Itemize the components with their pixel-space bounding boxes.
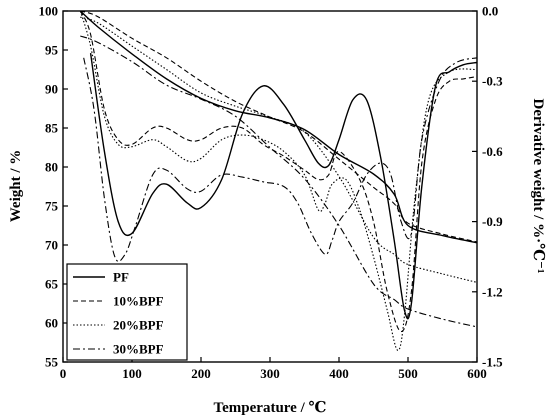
series-lines (79, 10, 478, 351)
series-line-10pct-bpf-weight (80, 10, 478, 243)
y-tick-label: 55 (45, 355, 59, 370)
legend-label: PF (113, 270, 129, 285)
y-axis-title: Weight / % (8, 150, 24, 223)
y2-tick-label: -1.2 (482, 284, 503, 299)
x-tick-label: 100 (122, 366, 142, 381)
x-tick-label: 200 (191, 366, 211, 381)
x-tick-label: 400 (329, 366, 349, 381)
legend-label: 30%BPF (113, 342, 164, 357)
y-tick-label: 90 (45, 82, 58, 97)
y-tick-label: 70 (45, 238, 58, 253)
y-tick-label: 75 (45, 199, 59, 214)
y-tick-label: 80 (45, 160, 58, 175)
series-line-pf-derivative (89, 53, 478, 320)
x-tick-label: 600 (467, 366, 487, 381)
y-tick-label: 95 (45, 43, 59, 58)
y-tick-label: 60 (45, 316, 58, 331)
y2-tick-label: -0.3 (482, 74, 503, 89)
series-line-30pct-bpf-weight (80, 35, 478, 328)
x-tick-label: 300 (260, 366, 280, 381)
series-line-20pct-bpf-weight (80, 16, 478, 283)
legend-label: 20%BPF (113, 318, 164, 333)
y-tick-label: 65 (45, 277, 59, 292)
series-line-30pct-bpf-derivative (83, 57, 478, 262)
x-tick-label: 500 (398, 366, 418, 381)
y2-tick-label: -0.6 (482, 144, 503, 159)
y2-tick-label: -1.5 (482, 355, 503, 370)
x-axis-title: Temperature / ℃ (214, 400, 327, 416)
y-tick-label: 100 (39, 4, 59, 19)
legend: PF 10%BPF 20%BPF 30%BPF (66, 263, 188, 361)
x-tick-label: 0 (60, 366, 67, 381)
y2-axis-ticks: 0.0 -0.3 -0.6 -0.9 -1.2 -1.5 (472, 4, 503, 370)
y-tick-label: 85 (45, 121, 59, 136)
legend-items: PF 10%BPF 20%BPF 30%BPF (73, 270, 164, 357)
legend-box (66, 263, 188, 361)
y-axis-ticks: 55 60 65 70 75 80 85 90 95 100 (39, 4, 68, 370)
y2-tick-label: 0.0 (482, 4, 498, 19)
legend-label: 10%BPF (113, 294, 164, 309)
y2-axis-title: Derivative weight / %·℃⁻¹ (530, 99, 546, 274)
series-line-10pct-bpf-derivative (79, 10, 478, 333)
y2-tick-label: -0.9 (482, 214, 503, 229)
x-axis-ticks: 0 100 200 300 400 500 600 (60, 357, 487, 381)
